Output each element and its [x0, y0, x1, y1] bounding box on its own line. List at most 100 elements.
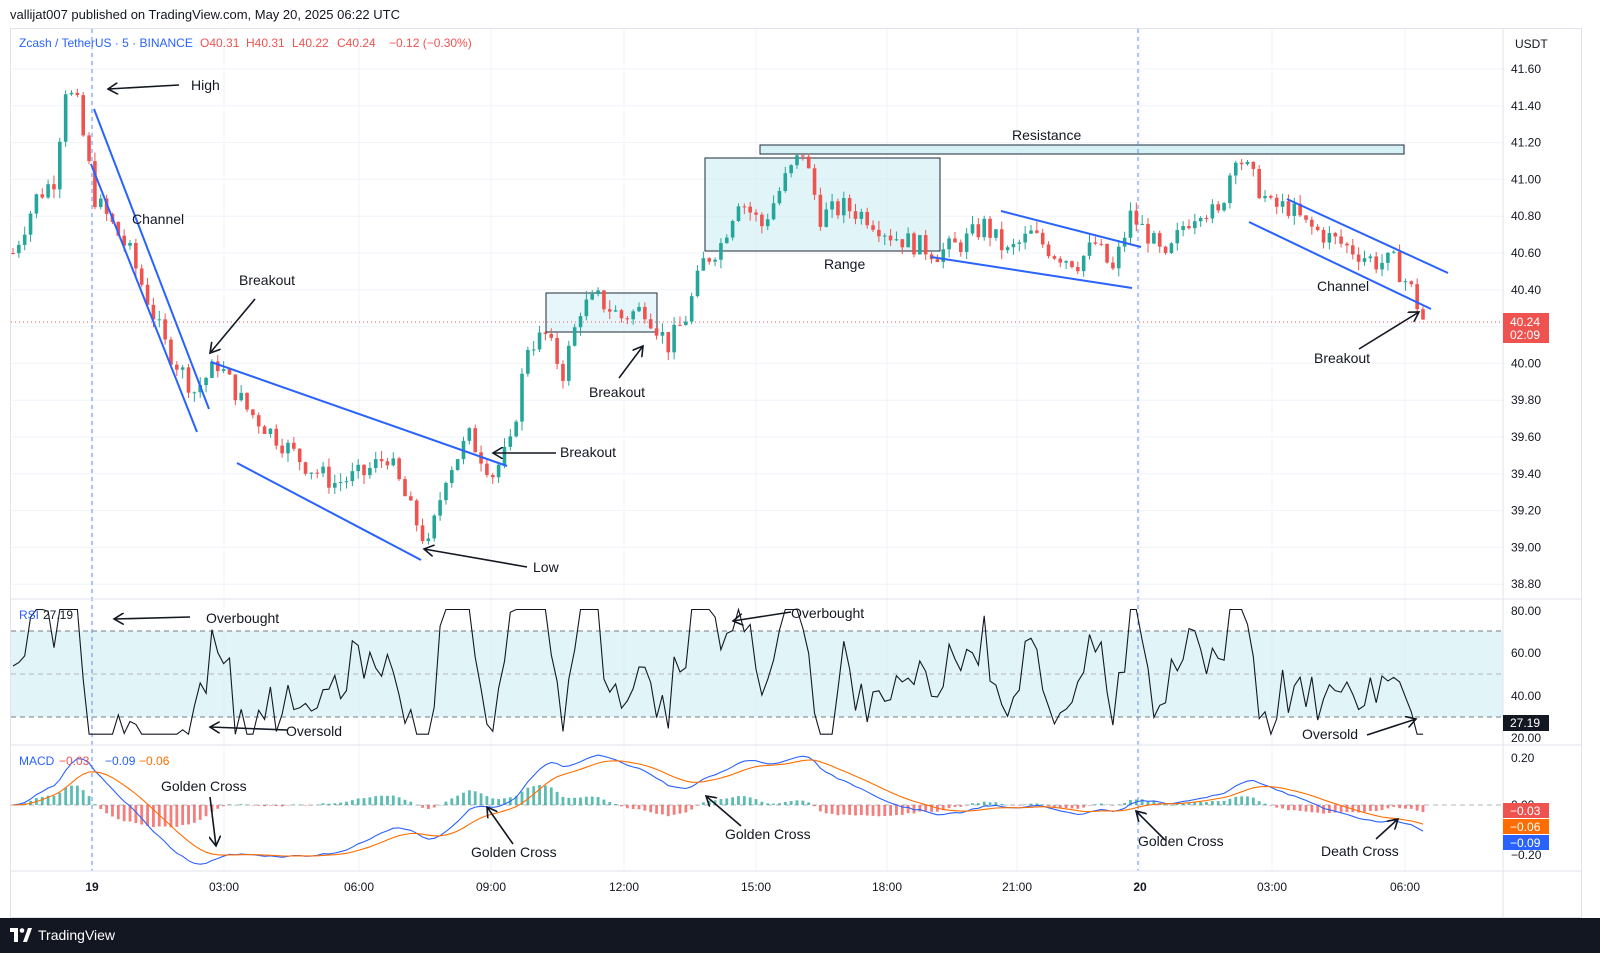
macd-hist-bar: [748, 797, 752, 805]
candle-body: [1310, 219, 1314, 227]
candle-body: [666, 332, 671, 353]
macd-hist-bar: [947, 805, 951, 809]
candle-body: [549, 333, 554, 338]
candle-body: [455, 459, 460, 471]
macd-hist-bar: [889, 805, 892, 816]
rsi-value-tag: [1503, 715, 1549, 731]
candle-body: [806, 156, 811, 169]
candle-body: [1391, 251, 1396, 253]
candle-body: [75, 92, 80, 96]
candle-body: [1070, 261, 1074, 268]
candle-body: [1040, 232, 1045, 245]
macd-hist-bar: [11, 805, 15, 806]
candle-body: [391, 458, 396, 466]
candle-body: [1035, 230, 1039, 233]
macd-hist-bar: [1234, 796, 1238, 805]
candle-body: [619, 310, 624, 319]
macd-hist-bar: [818, 805, 822, 812]
candle-body: [1368, 256, 1373, 259]
candle-body: [684, 321, 688, 326]
candle-body: [444, 482, 448, 501]
price-tick-label: 41.00: [1511, 172, 1541, 186]
macd-hist-bar: [1076, 805, 1080, 809]
candle-body: [1286, 201, 1291, 216]
consolidation-box: [545, 292, 658, 333]
wedge-lower-1: [236, 462, 422, 561]
candle-body: [689, 296, 694, 322]
candle-body: [1345, 243, 1349, 246]
macd-hist-bar: [356, 798, 360, 805]
macd-hist-bar: [573, 797, 577, 805]
candle-body: [1216, 204, 1221, 211]
macd-hist-bar: [579, 797, 582, 805]
macd-hist-bar: [1281, 805, 1284, 809]
macd-tag-3-text: −0.09: [1510, 836, 1541, 850]
macd-hist-bar: [245, 804, 249, 806]
rsi-tag-value: 27.19: [1510, 716, 1540, 730]
macd-hist-bar: [1240, 796, 1244, 805]
rsi-label[interactable]: RSI: [19, 608, 39, 622]
candle-body: [1157, 233, 1162, 247]
macd-tag-2: [1503, 819, 1549, 834]
macd-hist-bar: [1181, 803, 1185, 805]
candle-body: [385, 461, 390, 466]
candle-body: [959, 242, 963, 252]
macd-hist-bar: [233, 804, 237, 806]
candle-body: [1058, 258, 1063, 263]
wedge-upper-2: [1000, 210, 1142, 248]
candle-body: [877, 229, 881, 237]
candle-body: [1356, 254, 1361, 262]
macd-hist-bar: [52, 795, 56, 805]
candle-body: [1081, 255, 1086, 272]
macd-hist-bar: [1000, 803, 1004, 805]
macd-hist-bar: [228, 804, 231, 805]
candle-body: [894, 239, 899, 241]
macd-hist-bar: [854, 805, 857, 816]
time-tick-label: 20: [1133, 880, 1147, 894]
macd-tag-1: [1503, 803, 1549, 818]
candle-body: [409, 496, 413, 501]
candle-body: [81, 95, 86, 136]
macd-hist-bar: [1263, 803, 1267, 805]
candle-body: [256, 415, 261, 427]
candle-body: [584, 299, 589, 317]
candle-body: [467, 428, 472, 441]
candle-body: [303, 462, 308, 474]
macd-hist-bar: [742, 796, 746, 805]
macd-hist-bar: [257, 805, 261, 806]
macd-hist-bar: [614, 804, 618, 805]
symbol-legend[interactable]: Zcash / TetherUS · 5 · BINANCE: [19, 36, 193, 50]
candle-body: [1017, 242, 1022, 244]
currency-label[interactable]: USDT: [1515, 37, 1548, 51]
macd-hist-bar: [813, 805, 816, 807]
candle-body: [186, 367, 191, 393]
macd-hist-bar: [783, 801, 787, 805]
candle-body: [151, 304, 156, 320]
candle-body: [555, 337, 559, 364]
price-tick-label: 41.60: [1511, 62, 1541, 76]
candle-body: [496, 464, 501, 478]
macd-hist-bar: [327, 803, 331, 805]
candle-body: [578, 316, 583, 328]
chart-svg[interactable]: High Channel Breakout Low Breakout Break…: [11, 29, 1581, 917]
macd-hist-bar: [1287, 805, 1290, 811]
tradingview-logo[interactable]: TradingView: [10, 927, 115, 943]
candle-body: [526, 349, 530, 374]
macd-label[interactable]: MACD: [19, 754, 55, 768]
macd-hist-bar: [391, 795, 395, 805]
candle-body: [210, 361, 214, 378]
candle-body: [982, 218, 987, 238]
macd-hist-bar: [877, 805, 881, 817]
macd-hist-bar: [1006, 804, 1010, 806]
macd-hist-bar: [1380, 805, 1384, 811]
candle-body: [1011, 243, 1016, 248]
candle-body: [245, 392, 249, 410]
macd-hist-bar: [146, 805, 149, 827]
candle-body: [1093, 242, 1098, 244]
macd-hist-bar: [1070, 805, 1074, 809]
candle-body: [695, 270, 700, 297]
candle-body: [678, 324, 682, 326]
macd-hist-bar: [666, 805, 670, 817]
macd-hist-bar: [561, 796, 565, 805]
candle-body: [1380, 262, 1384, 270]
